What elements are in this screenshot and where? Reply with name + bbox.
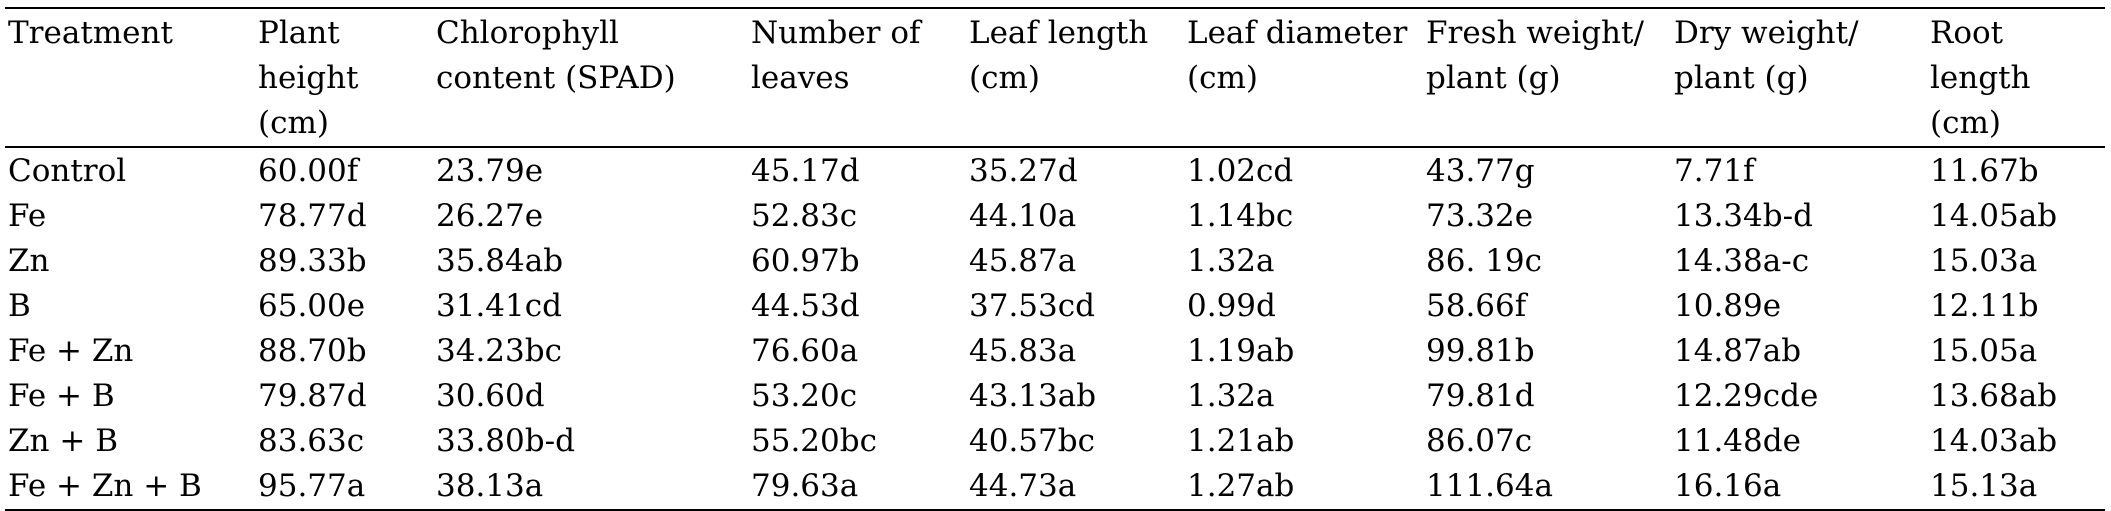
- table-cell: 45.87a: [969, 243, 1077, 279]
- table-cell: Control: [8, 153, 127, 189]
- table-cell: 43.13ab: [969, 378, 1097, 414]
- table-cell: 30.60d: [436, 378, 545, 414]
- table-cell: B: [8, 288, 31, 324]
- table-cell: 89.33b: [258, 243, 367, 279]
- table-cell: 14.87ab: [1674, 333, 1802, 369]
- header-row: Treatment Plant height (cm) Chlorophyll …: [5, 8, 2105, 147]
- table-cell: Fe + Zn: [8, 333, 134, 369]
- table-cell: 15.13a: [1930, 468, 2038, 504]
- table-cell: 1.32a: [1187, 243, 1275, 279]
- table-cell: 60.00f: [258, 153, 359, 189]
- header-leaf-length: Leaf length (cm): [969, 15, 1149, 96]
- table-cell: 23.79e: [436, 153, 544, 189]
- header-plant-height: Plant height (cm): [258, 15, 359, 141]
- table-cell: 11.48de: [1674, 423, 1801, 459]
- table-cell: 44.10a: [969, 198, 1077, 234]
- table-cell: 111.64a: [1426, 468, 1553, 504]
- table-cell: 35.27d: [969, 153, 1078, 189]
- table-cell: 45.83a: [969, 333, 1077, 369]
- table-cell: 1.19ab: [1187, 333, 1295, 369]
- table-cell: 78.77d: [258, 198, 367, 234]
- table-cell: 1.21ab: [1187, 423, 1295, 459]
- table-cell: 26.27e: [436, 198, 544, 234]
- table-cell: 43.77g: [1426, 153, 1535, 189]
- table-cell: Fe + B: [8, 378, 115, 414]
- table-cell: 15.03a: [1930, 243, 2038, 279]
- table-cell: 38.13a: [436, 468, 544, 504]
- table-cell: 14.03ab: [1930, 423, 2058, 459]
- header-root-length: Root length (cm): [1930, 15, 2031, 141]
- header-leaf-diameter: Leaf diameter (cm): [1187, 15, 1408, 96]
- table-row: Control 60.00f 23.79e 45.17d 35.27d 1.02…: [5, 147, 2105, 194]
- table-cell: 10.89e: [1674, 288, 1782, 324]
- table-row: Fe 78.77d 26.27e 52.83c 44.10a 1.14bc 73…: [5, 194, 2105, 239]
- table-cell: 76.60a: [751, 333, 859, 369]
- table-cell: 16.16a: [1674, 468, 1782, 504]
- table-cell: 1.32a: [1187, 378, 1275, 414]
- table-cell: 12.11b: [1930, 288, 2039, 324]
- table-cell: 79.63a: [751, 468, 859, 504]
- table-cell: 65.00e: [258, 288, 366, 324]
- table-row: B 65.00e 31.41cd 44.53d 37.53cd 0.99d 58…: [5, 284, 2105, 329]
- treatment-results-table: Treatment Plant height (cm) Chlorophyll …: [5, 7, 2105, 511]
- table-cell: 1.02cd: [1187, 153, 1294, 189]
- table-cell: 52.83c: [751, 198, 858, 234]
- header-fresh-weight: Fresh weight/ plant (g): [1426, 15, 1644, 96]
- table-cell: 33.80b-d: [436, 423, 575, 459]
- table-cell: 35.84ab: [436, 243, 564, 279]
- table-cell: 95.77a: [258, 468, 366, 504]
- table-cell: 45.17d: [751, 153, 860, 189]
- table-cell: 60.97b: [751, 243, 860, 279]
- table-cell: 53.20c: [751, 378, 858, 414]
- header-chlorophyll: Chlorophyll content (SPAD): [436, 15, 676, 96]
- table-cell: 40.57bc: [969, 423, 1095, 459]
- header-dry-weight: Dry weight/ plant (g): [1674, 15, 1859, 96]
- table-cell: 58.66f: [1426, 288, 1527, 324]
- table-cell: 13.34b-d: [1674, 198, 1813, 234]
- table-cell: 86.07c: [1426, 423, 1533, 459]
- table-cell: 79.81d: [1426, 378, 1535, 414]
- table-cell: 0.99d: [1187, 288, 1276, 324]
- table-cell: 79.87d: [258, 378, 367, 414]
- table-cell: 99.81b: [1426, 333, 1535, 369]
- table-cell: 12.29cde: [1674, 378, 1819, 414]
- table-cell: 1.14bc: [1187, 198, 1294, 234]
- table-row: Zn 89.33b 35.84ab 60.97b 45.87a 1.32a 86…: [5, 239, 2105, 284]
- table-cell: 31.41cd: [436, 288, 562, 324]
- table-cell: 73.32e: [1426, 198, 1534, 234]
- table-row: Fe + B 79.87d 30.60d 53.20c 43.13ab 1.32…: [5, 374, 2105, 419]
- header-number-of-leaves: Number of leaves: [751, 15, 921, 96]
- table-cell: 88.70b: [258, 333, 367, 369]
- table-cell: 1.27ab: [1187, 468, 1295, 504]
- table-cell: 37.53cd: [969, 288, 1095, 324]
- table-cell: 44.53d: [751, 288, 860, 324]
- table-cell: Fe + Zn + B: [8, 468, 202, 504]
- table-cell: 13.68ab: [1930, 378, 2058, 414]
- table-cell: 7.71f: [1674, 153, 1755, 189]
- table-cell: Zn + B: [8, 423, 118, 459]
- table-cell: Fe: [8, 198, 47, 234]
- table-cell: 55.20bc: [751, 423, 877, 459]
- table-cell: 14.05ab: [1930, 198, 2058, 234]
- table-row: Fe + Zn 88.70b 34.23bc 76.60a 45.83a 1.1…: [5, 329, 2105, 374]
- table-cell: 83.63c: [258, 423, 365, 459]
- table-cell: 34.23bc: [436, 333, 562, 369]
- table-cell: 44.73a: [969, 468, 1077, 504]
- table-cell: 15.05a: [1930, 333, 2038, 369]
- table-row: Fe + Zn + B 95.77a 38.13a 79.63a 44.73a …: [5, 464, 2105, 510]
- data-table-container: Treatment Plant height (cm) Chlorophyll …: [5, 7, 2105, 511]
- table-cell: 86. 19c: [1426, 243, 1542, 279]
- table-cell: 14.38a-c: [1674, 243, 1810, 279]
- table-cell: Zn: [8, 243, 50, 279]
- table-cell: 11.67b: [1930, 153, 2039, 189]
- table-row: Zn + B 83.63c 33.80b-d 55.20bc 40.57bc 1…: [5, 419, 2105, 464]
- header-treatment: Treatment: [8, 15, 173, 51]
